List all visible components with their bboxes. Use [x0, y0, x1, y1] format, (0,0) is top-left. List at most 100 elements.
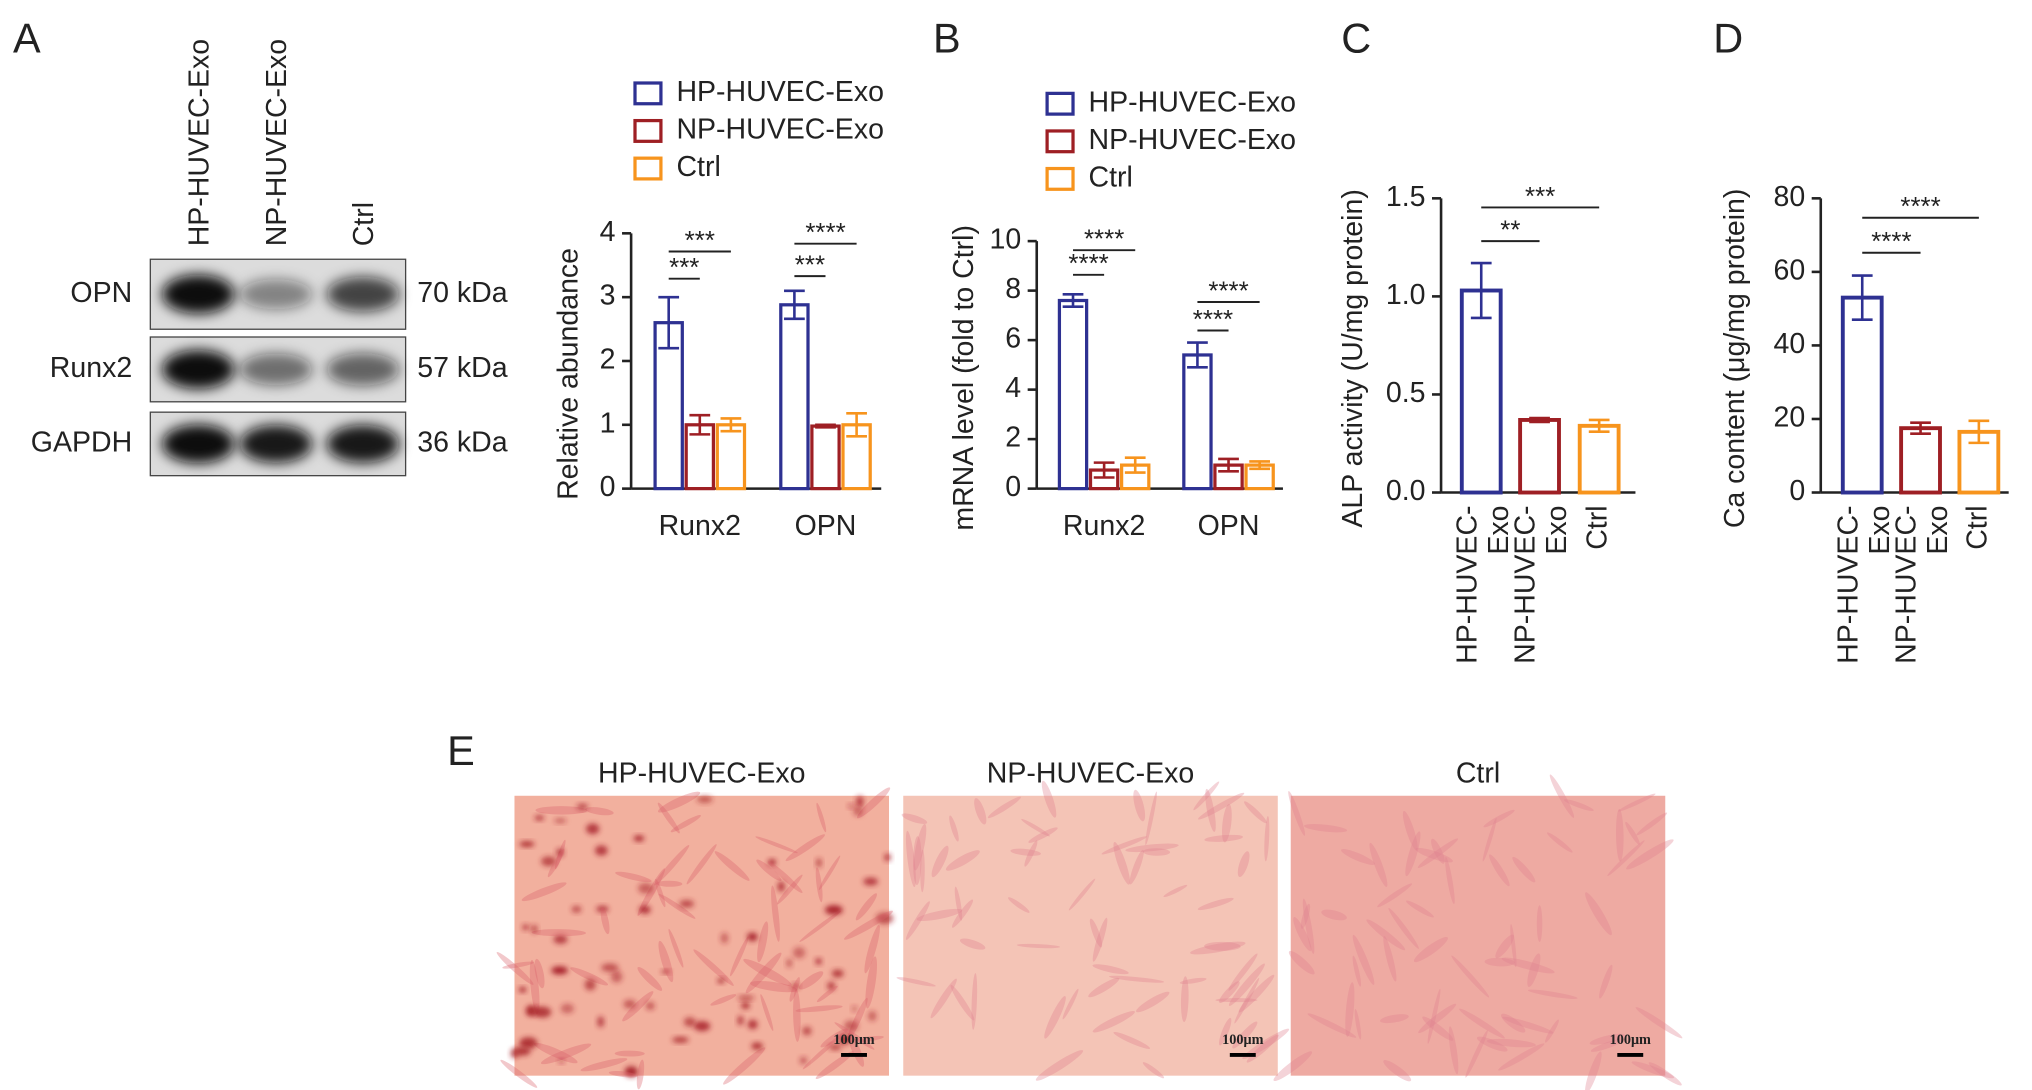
- cell: [905, 901, 930, 940]
- y-axis-label: mRNA level (fold to Ctrl): [948, 225, 980, 531]
- cell: [1145, 791, 1157, 846]
- mineral-nodule: [767, 858, 777, 866]
- mineral-nodule: [683, 1017, 696, 1027]
- mineral-nodule: [633, 835, 645, 842]
- cell: [1113, 1031, 1151, 1049]
- y-tick-label: 4: [1005, 372, 1021, 404]
- cell: [789, 977, 800, 1002]
- significance-label: ****: [1208, 277, 1248, 305]
- cell: [1482, 817, 1497, 862]
- error-bar: [784, 289, 805, 321]
- cell: [802, 1032, 845, 1070]
- cell: [1431, 838, 1445, 864]
- cell: [1607, 840, 1645, 877]
- y-tick-label: 0.5: [1386, 377, 1426, 409]
- panel-letter: C: [1341, 14, 1371, 61]
- cell: [1244, 801, 1267, 824]
- cell: [1498, 1043, 1545, 1071]
- cell: [1405, 831, 1421, 877]
- significance-label: ***: [669, 254, 699, 282]
- scale-label: 100μm: [1610, 1032, 1651, 1048]
- panel-letter: B: [933, 14, 961, 61]
- error-bar: [846, 412, 867, 438]
- cell: [1302, 898, 1315, 954]
- cell: [1536, 905, 1543, 943]
- cell: [1635, 1007, 1683, 1039]
- x-tick-label: OPN: [1198, 510, 1260, 542]
- cell: [1068, 878, 1096, 911]
- y-tick-label: 60: [1774, 254, 1806, 286]
- cell: [799, 910, 841, 943]
- cell: [1092, 1011, 1135, 1033]
- cell: [913, 836, 922, 886]
- cell: [1615, 808, 1624, 862]
- cell: [1383, 1060, 1412, 1082]
- cell: [580, 1058, 628, 1072]
- mineral-nodule: [875, 912, 894, 925]
- cell: [920, 849, 925, 893]
- x-tick-label-line: Exo: [1482, 505, 1514, 554]
- bar: [1577, 423, 1621, 495]
- blot-band: [239, 279, 313, 310]
- y-tick-label: 0.0: [1386, 475, 1426, 507]
- cell: [1418, 1003, 1457, 1034]
- legend-swatch: [633, 81, 663, 106]
- cell: [1483, 809, 1515, 828]
- mineral-nodule: [585, 823, 600, 835]
- error-bar: [1529, 416, 1550, 424]
- cell: [798, 971, 824, 990]
- cell: [745, 952, 782, 994]
- mineral-nodule: [829, 1044, 842, 1051]
- mineral-nodule: [672, 1036, 689, 1043]
- cell: [1484, 957, 1515, 967]
- cell: [1549, 774, 1575, 818]
- mineral-nodule: [815, 858, 822, 868]
- stain-image: [903, 795, 1278, 1076]
- x-tick-label-line: HP-HUVEC-: [1451, 505, 1483, 663]
- legend-label: HP-HUVEC-Exo: [676, 76, 883, 108]
- cell: [1193, 781, 1220, 811]
- cell: [1300, 903, 1311, 929]
- cell: [1136, 991, 1170, 1013]
- cell: [1089, 918, 1103, 948]
- legend-swatch: [1045, 91, 1075, 116]
- x-tick-label: HP-HUVEC-Exo: [1451, 505, 1514, 663]
- mineral-nodule: [884, 853, 892, 862]
- cell: [815, 867, 823, 903]
- cell: [1489, 854, 1510, 887]
- cell: [535, 806, 588, 815]
- cell: [1465, 1030, 1488, 1078]
- cell: [1044, 996, 1066, 1039]
- mineral-nodule: [525, 1005, 537, 1017]
- cell: [637, 868, 666, 916]
- cell: [1028, 827, 1058, 843]
- cell: [521, 882, 567, 902]
- cell: [793, 988, 801, 1042]
- legend-label: Ctrl: [676, 151, 720, 183]
- error-bar: [1124, 456, 1146, 474]
- cell: [1563, 799, 1594, 811]
- error-bar: [1968, 419, 1990, 445]
- image-title: Ctrl: [1456, 758, 1500, 790]
- cell: [1545, 1019, 1559, 1043]
- mineral-nodule: [534, 1006, 552, 1018]
- significance-label: ****: [1084, 226, 1124, 254]
- error-bar: [1588, 418, 1610, 434]
- cell: [974, 798, 987, 825]
- cell: [502, 961, 534, 969]
- cell: [1459, 1008, 1505, 1039]
- x-tick-label: Ctrl: [1582, 505, 1614, 549]
- mineral-nodule: [518, 986, 527, 993]
- cell: [710, 994, 737, 1006]
- mineral-nodule: [596, 905, 609, 913]
- cell: [636, 1059, 645, 1090]
- mineral-nodule: [737, 1015, 744, 1026]
- cell: [896, 977, 936, 987]
- blot-band: [326, 424, 400, 463]
- mineral-nodule: [679, 899, 695, 908]
- y-tick-label: 0: [1789, 475, 1805, 507]
- cell: [1415, 847, 1453, 863]
- cell: [1232, 1021, 1258, 1049]
- mineral-nodule: [576, 803, 589, 810]
- lane-label: HP-HUVEC-Exo: [183, 39, 215, 246]
